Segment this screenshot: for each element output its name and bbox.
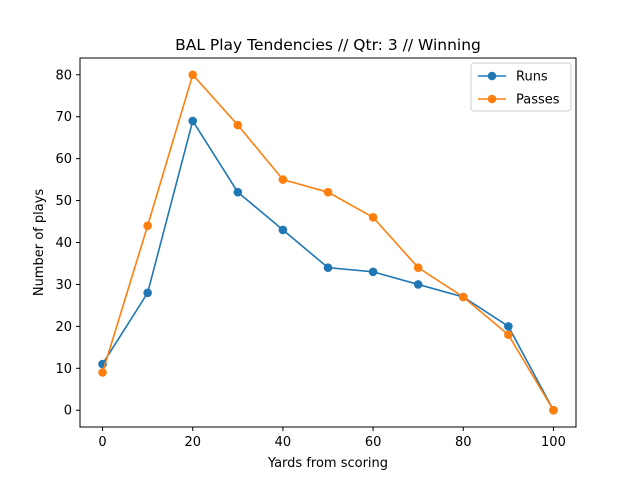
x-tick-label: 0 — [98, 435, 106, 450]
axes: 0 20 40 60 80 100 0 10 20 30 40 50 60 70 80 — [55, 68, 565, 450]
data-point-passes — [323, 187, 333, 197]
data-point-passes — [98, 368, 107, 377]
y-tick-label: 30 — [55, 278, 72, 293]
data-point-passes — [549, 405, 558, 415]
data-point-runs — [413, 280, 423, 289]
x-tick-label: 20 — [184, 435, 201, 450]
y-tick-label: 80 — [55, 68, 72, 83]
series-line-passes — [101, 73, 555, 411]
data-point-runs — [278, 225, 288, 235]
x-axis-label: Yards from scoring — [267, 456, 388, 471]
data-point-runs — [323, 263, 333, 272]
data-point-runs — [368, 267, 378, 277]
plot-area — [98, 70, 558, 415]
data-point-passes — [458, 292, 468, 302]
data-point-passes — [233, 120, 243, 130]
legend-label: Runs — [516, 70, 548, 85]
data-point-passes — [368, 213, 378, 222]
data-point-passes — [278, 175, 288, 184]
data-point-passes — [504, 330, 513, 340]
data-point-passes — [188, 70, 198, 80]
y-tick-label: 70 — [55, 110, 72, 125]
x-tick-label: 80 — [455, 435, 472, 450]
x-tick-label: 60 — [365, 435, 382, 450]
y-axis-label: Number of plays — [32, 189, 47, 297]
chart-title: BAL Play Tendencies // Qtr: 3 // Winning — [175, 36, 481, 54]
legend: Runs Passes — [470, 62, 572, 112]
y-tick-label: 0 — [64, 404, 72, 419]
x-tick-label: 100 — [541, 435, 566, 450]
y-tick-label: 10 — [55, 362, 72, 377]
data-point-runs — [504, 322, 513, 331]
data-point-runs — [188, 116, 198, 126]
data-point-runs — [233, 187, 243, 197]
data-point-passes — [143, 221, 152, 231]
plot-frame — [79, 57, 577, 428]
y-tick-label: 60 — [55, 152, 72, 167]
data-point-passes — [413, 263, 423, 272]
y-tick-label: 40 — [55, 236, 72, 251]
legend-label: Passes — [516, 93, 560, 108]
y-tick-label: 50 — [55, 194, 72, 209]
legend-marker — [487, 94, 497, 104]
legend-marker — [487, 71, 497, 81]
y-tick-label: 20 — [55, 320, 72, 335]
x-tick-label: 40 — [275, 435, 292, 450]
data-point-runs — [143, 288, 152, 298]
